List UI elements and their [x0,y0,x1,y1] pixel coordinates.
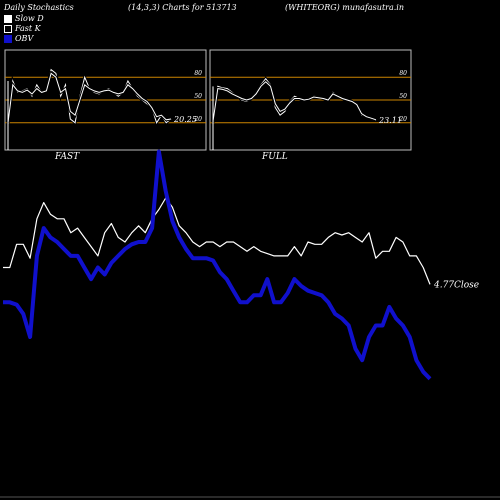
full-level-label-20: 20 [398,116,407,123]
legend-swatch-obv [4,34,12,43]
legend-swatch-fast-k [4,24,12,33]
full-panel-title: FULL [262,152,288,162]
legend-label-fast-k: Fast K [15,24,41,33]
chart-title-left: Daily Stochastics [4,3,74,12]
fast-level-label-80: 80 [194,70,202,77]
fast-level-label-50: 50 [194,93,202,100]
fast-last-value-label: 20.25 [173,115,197,124]
close-value-label: 4.77 [433,280,454,290]
fast-level-label-20: 20 [193,116,202,123]
legend-label-obv: OBV [15,34,34,43]
fast-panel-title: FAST [55,152,80,162]
legend-slow-d: Slow D [4,14,44,23]
full-last-value-label: 23.11 [378,116,402,125]
full-level-label-50: 50 [399,93,407,100]
full-series-slow-d [212,81,377,122]
full-level-label-80: 80 [399,70,407,77]
close-text-label: Close [454,280,479,290]
legend-fast-k: Fast K [4,24,41,33]
series-line-obv [3,149,432,381]
fast-series-slow-d [7,72,172,123]
legend-label-slow-d: Slow D [15,14,44,23]
chart-title-right: (WHITEORG) munafasutra.in [285,3,405,12]
chart-title-center: (14,3,3) Charts for 513713 [128,3,237,12]
legend-obv: OBV [4,34,33,43]
series-line-close [3,197,431,285]
legend-swatch-slow-d [4,14,12,23]
